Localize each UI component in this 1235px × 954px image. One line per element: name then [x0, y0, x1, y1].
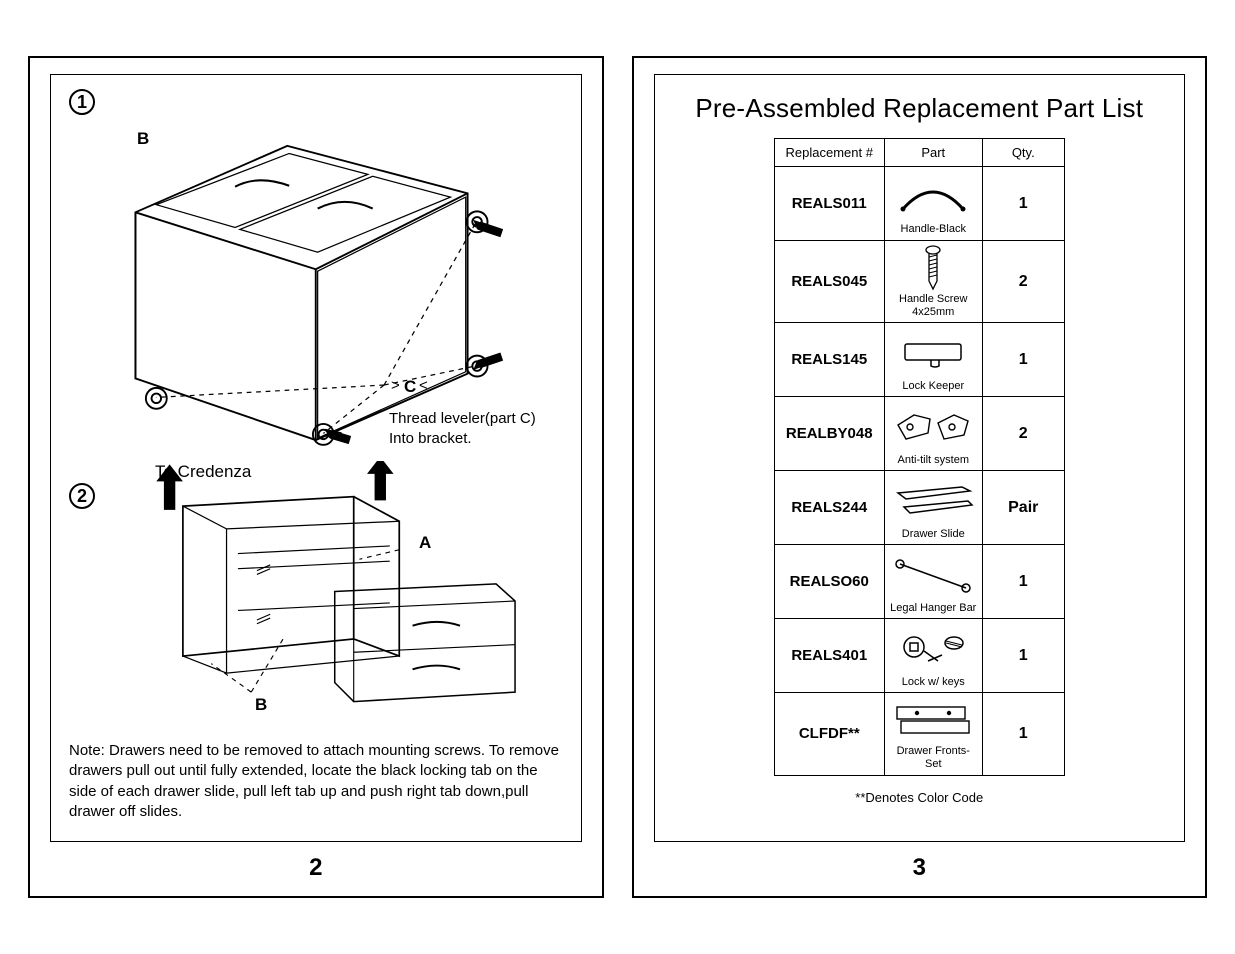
part-code: REALS045 — [774, 241, 884, 323]
part-code: REALS401 — [774, 619, 884, 693]
part-cell: Drawer Slide — [884, 471, 982, 545]
caption-leveler: Thread leveler(part C) Into bracket. — [389, 409, 536, 448]
part-cell: Drawer Fronts-Set — [884, 693, 982, 775]
page-number-right: 3 — [634, 854, 1206, 882]
part-qty: 1 — [982, 693, 1064, 775]
part-cell: Anti-tilt system — [884, 397, 982, 471]
page-number-left: 2 — [30, 854, 602, 882]
page-right-content: Pre-Assembled Replacement Part List Repl… — [654, 74, 1186, 842]
label-b: B — [137, 129, 149, 149]
part-qty: 1 — [982, 619, 1064, 693]
part-qty: 1 — [982, 167, 1064, 241]
part-code: CLFDF** — [774, 693, 884, 775]
label-c: C — [404, 377, 416, 397]
caption-to-credenza: To Credenza — [155, 461, 251, 483]
part-name: Lock w/ keys — [889, 676, 978, 689]
part-cell: Lock Keeper — [884, 323, 982, 397]
sheet: 1 B — [0, 0, 1235, 954]
step1-number: 1 — [69, 89, 95, 115]
part-cell: Handle-Black — [884, 167, 982, 241]
part-code: REALSO60 — [774, 545, 884, 619]
header-qty: Qty. — [982, 139, 1064, 167]
part-name: Anti-tilt system — [889, 454, 978, 467]
parts-table: Replacement # Part Qty. REALS011 Handle-B… — [774, 138, 1065, 776]
table-row: REALS011 Handle-Black 1 — [774, 167, 1064, 241]
part-qty: 1 — [982, 545, 1064, 619]
credenza-diagram-icon — [69, 461, 563, 741]
part-icon — [889, 630, 978, 672]
footnote: **Denotes Color Code — [679, 790, 1161, 805]
part-qty: 2 — [982, 397, 1064, 471]
note-text: Note: Drawers need to be removed to atta… — [69, 741, 563, 822]
table-row: CLFDF**Drawer Fronts-Set1 — [774, 693, 1064, 775]
page-left-content: 1 B — [50, 74, 582, 842]
label-b2: B — [255, 695, 267, 715]
part-cell: Handle Screw4x25mm — [884, 241, 982, 323]
table-row: REALS244 Drawer Slide Pair — [774, 471, 1064, 545]
part-qty: 2 — [982, 241, 1064, 323]
part-code: REALS145 — [774, 323, 884, 397]
part-icon — [889, 247, 978, 289]
table-row: REALBY048 Anti-tilt system 2 — [774, 397, 1064, 471]
part-name: Legal Hanger Bar — [889, 602, 978, 615]
part-qty: 1 — [982, 323, 1064, 397]
page-right: Pre-Assembled Replacement Part List Repl… — [632, 56, 1208, 898]
table-row: REALS401 Lock w/ keys 1 — [774, 619, 1064, 693]
part-code: REALS244 — [774, 471, 884, 545]
part-icon — [889, 334, 978, 376]
part-icon — [889, 482, 978, 524]
part-name: Lock Keeper — [889, 380, 978, 393]
part-icon — [889, 177, 978, 219]
part-icon — [889, 408, 978, 450]
part-code: REALS011 — [774, 167, 884, 241]
table-row: REALS145 Lock Keeper 1 — [774, 323, 1064, 397]
parts-list-title: Pre-Assembled Replacement Part List — [679, 93, 1161, 124]
part-name: Handle Screw4x25mm — [889, 293, 978, 318]
part-qty: Pair — [982, 471, 1064, 545]
part-icon — [889, 699, 978, 741]
label-a: A — [419, 533, 431, 553]
part-cell: Lock w/ keys — [884, 619, 982, 693]
step2-diagram: 2 To Credenza — [69, 461, 563, 741]
part-name: Handle-Black — [889, 223, 978, 236]
table-row: REALSO60 Legal Hanger Bar 1 — [774, 545, 1064, 619]
part-name: Drawer Fronts-Set — [889, 745, 978, 770]
part-icon — [889, 556, 978, 598]
step2-number: 2 — [69, 483, 95, 509]
page-left: 1 B — [28, 56, 604, 898]
part-code: REALBY048 — [774, 397, 884, 471]
step1-diagram: 1 B — [69, 89, 563, 459]
table-row: REALS045Handle Screw4x25mm2 — [774, 241, 1064, 323]
table-header-row: Replacement # Part Qty. — [774, 139, 1064, 167]
header-replacement: Replacement # — [774, 139, 884, 167]
part-cell: Legal Hanger Bar — [884, 545, 982, 619]
part-name: Drawer Slide — [889, 528, 978, 541]
header-part: Part — [884, 139, 982, 167]
